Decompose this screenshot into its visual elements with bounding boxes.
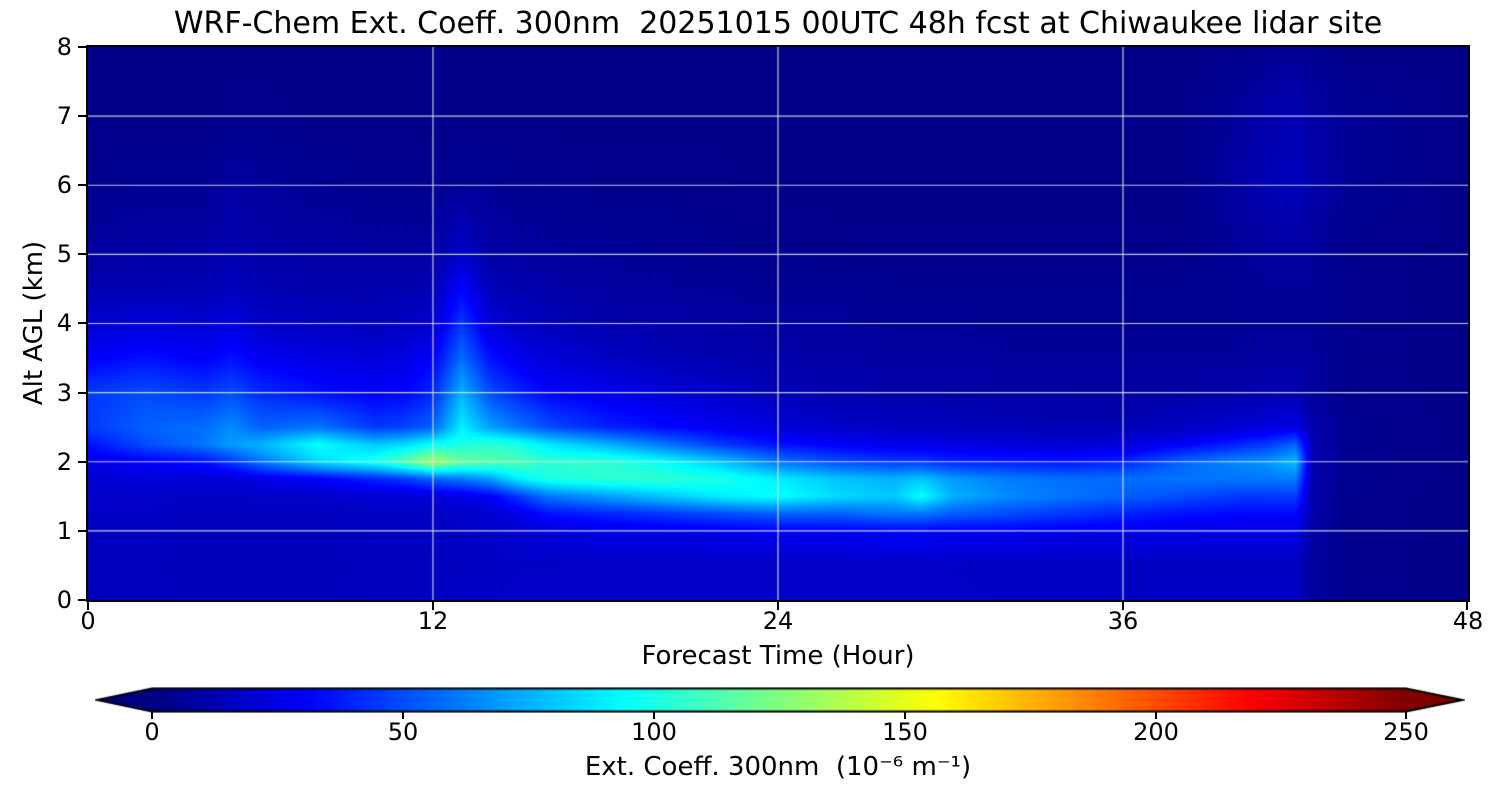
y-tick-label: 1 — [56, 517, 72, 545]
y-tick-mark — [78, 184, 87, 186]
colorbar-tick-label: 50 — [387, 718, 419, 746]
y-tick-label: 0 — [56, 586, 72, 614]
y-tick-mark — [78, 253, 87, 255]
y-tick-mark — [78, 392, 87, 394]
y-tick-mark — [78, 115, 87, 117]
y-tick-label: 2 — [56, 448, 72, 476]
x-tick-label: 48 — [1452, 607, 1484, 635]
x-tick-label: 36 — [1107, 607, 1139, 635]
x-axis-label: Forecast Time (Hour) — [641, 641, 915, 671]
y-tick-mark — [78, 530, 87, 532]
y-tick-label: 6 — [56, 171, 72, 199]
chart-title: WRF-Chem Ext. Coeff. 300nm 20251015 00UT… — [173, 6, 1383, 41]
heatmap-plot — [86, 45, 1470, 602]
colorbar-canvas — [95, 687, 1465, 713]
x-tick-label: 12 — [417, 607, 449, 635]
y-tick-mark — [78, 46, 87, 48]
colorbar-tick-label: 200 — [1133, 718, 1179, 746]
y-tick-mark — [78, 599, 87, 601]
heatmap-canvas — [88, 47, 1468, 600]
x-tick-label: 0 — [80, 607, 96, 635]
colorbar-tick-mark — [402, 712, 404, 719]
y-tick-mark — [78, 461, 87, 463]
y-tick-label: 4 — [56, 309, 72, 337]
colorbar-tick-label: 0 — [144, 718, 160, 746]
x-tick-mark — [1466, 601, 1468, 610]
colorbar-tick-mark — [1155, 712, 1157, 719]
colorbar-tick-mark — [904, 712, 906, 719]
x-tick-label: 24 — [762, 607, 794, 635]
colorbar-tick-label: 250 — [1383, 718, 1429, 746]
colorbar-tick-mark — [653, 712, 655, 719]
x-tick-mark — [777, 601, 779, 610]
y-tick-label: 3 — [56, 379, 72, 407]
colorbar-tick-mark — [1405, 712, 1407, 719]
x-tick-mark — [87, 601, 89, 610]
y-tick-mark — [78, 322, 87, 324]
y-tick-label: 7 — [56, 102, 72, 130]
colorbar-tick-mark — [151, 712, 153, 719]
y-tick-label: 5 — [56, 240, 72, 268]
y-tick-label: 8 — [56, 33, 72, 61]
colorbar-label: Ext. Coeff. 300nm (10⁻⁶ m⁻¹) — [584, 752, 972, 782]
colorbar-tick-label: 150 — [882, 718, 928, 746]
x-tick-mark — [1122, 601, 1124, 610]
x-tick-mark — [432, 601, 434, 610]
colorbar-tick-label: 100 — [631, 718, 677, 746]
